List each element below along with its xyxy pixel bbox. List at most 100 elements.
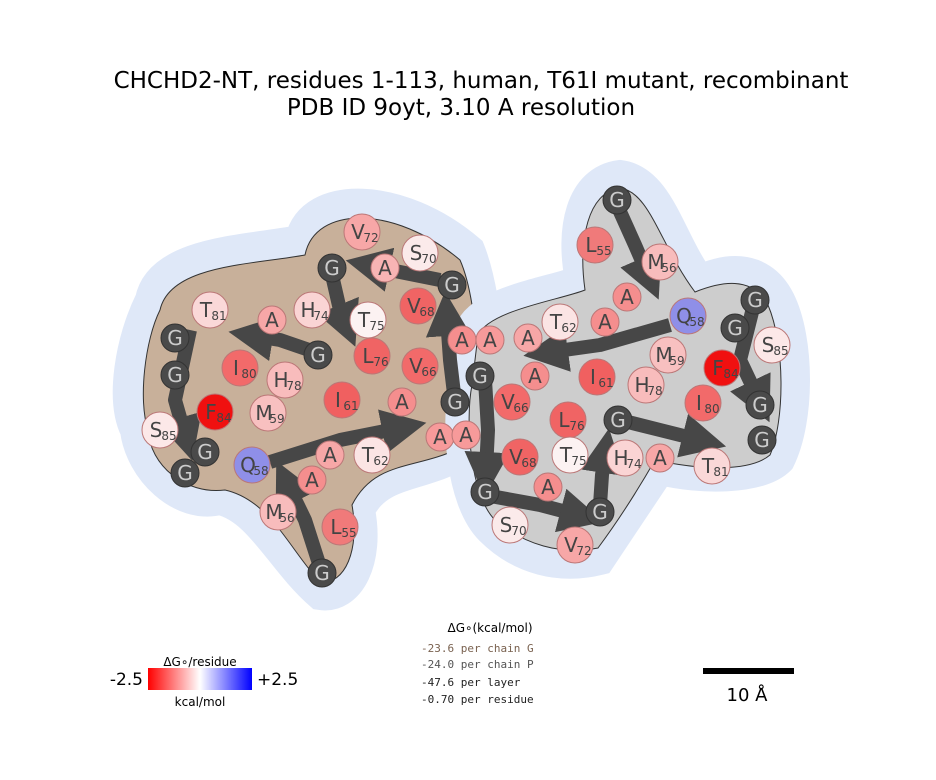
residue-letter: G xyxy=(314,561,330,585)
residue-letter: V xyxy=(501,390,515,414)
residue-letter: V xyxy=(509,445,523,469)
residue-letter: L xyxy=(558,408,570,432)
residue xyxy=(343,213,381,251)
strand xyxy=(618,413,727,458)
residue-letter: A xyxy=(598,310,612,334)
residue-letter: V xyxy=(409,354,423,378)
residue xyxy=(353,337,391,375)
residue xyxy=(606,439,644,477)
residue-letter: V xyxy=(351,220,365,244)
residue xyxy=(321,508,359,546)
residue-number: 76 xyxy=(373,355,388,369)
residue-letter: G xyxy=(444,273,460,297)
residue xyxy=(747,425,777,455)
strand xyxy=(730,298,771,423)
residue-letter: S xyxy=(762,333,775,357)
residue xyxy=(297,465,327,495)
residue-letter: A xyxy=(653,446,667,470)
residue-letter: T xyxy=(361,443,375,467)
residue xyxy=(513,323,543,353)
residue-number: 66 xyxy=(421,365,436,379)
residue-number: 68 xyxy=(521,456,536,470)
residue xyxy=(740,285,770,315)
energy-line: -0.70 per residue xyxy=(421,693,534,706)
residue-letter: H xyxy=(613,446,628,470)
residue-number: 56 xyxy=(661,261,676,275)
residue-number: 81 xyxy=(713,465,728,479)
residue-number: 80 xyxy=(241,367,256,381)
residue xyxy=(307,558,337,588)
residue-number: 58 xyxy=(689,315,704,329)
residue-letter: T xyxy=(199,298,213,322)
residue-letter: H xyxy=(273,368,288,392)
residue-letter: G xyxy=(167,326,183,350)
residue xyxy=(170,458,200,488)
residue xyxy=(257,305,287,335)
residue xyxy=(451,420,481,450)
residue xyxy=(196,393,234,431)
residue-number: 81 xyxy=(211,309,226,323)
residue xyxy=(437,270,467,300)
residue-number: 78 xyxy=(286,379,301,393)
residue-letter: G xyxy=(752,393,768,417)
residue-letter: A xyxy=(433,425,447,449)
residue xyxy=(401,347,439,385)
residue xyxy=(233,446,271,484)
residue xyxy=(612,282,642,312)
residue xyxy=(191,291,229,329)
residue-letter: L xyxy=(585,233,597,257)
residue-letter: G xyxy=(610,408,626,432)
residue-letter: T xyxy=(701,454,715,478)
residue xyxy=(641,243,679,281)
residue-letter: G xyxy=(447,390,463,414)
strand xyxy=(580,428,625,506)
energy-line: -24.0 per chain P xyxy=(421,658,534,671)
residue xyxy=(190,437,220,467)
energy-line: -23.6 per chain G xyxy=(421,642,534,655)
residue-letter: T xyxy=(549,310,563,334)
residue-letter: A xyxy=(483,328,497,352)
residue-letter: F xyxy=(712,356,724,380)
residue-number: 75 xyxy=(369,319,384,333)
residue xyxy=(703,349,741,387)
residue xyxy=(649,336,687,374)
residue-letter: A xyxy=(459,423,473,447)
residue xyxy=(317,253,347,283)
strand xyxy=(275,460,329,576)
residue-number: 74 xyxy=(313,309,328,323)
residue-letter: M xyxy=(647,250,664,274)
residue xyxy=(720,313,750,343)
residue-letter: M xyxy=(655,343,672,367)
residue-number: 58 xyxy=(253,464,268,478)
residue xyxy=(303,340,333,370)
residue-letter: T xyxy=(357,308,371,332)
strand xyxy=(483,488,604,533)
residue-letter: A xyxy=(541,475,555,499)
residue xyxy=(323,381,361,419)
residue-number: 85 xyxy=(161,429,176,443)
residue-letter: A xyxy=(528,364,542,388)
residue-letter: F xyxy=(205,400,217,424)
residue xyxy=(315,440,345,470)
residue xyxy=(576,226,614,264)
residue-letter: S xyxy=(500,513,513,537)
residue xyxy=(249,394,287,432)
residue xyxy=(627,366,665,404)
residue-letter: S xyxy=(410,241,423,265)
residue xyxy=(556,526,594,564)
residue-number: 84 xyxy=(723,367,738,381)
residue-letter: A xyxy=(323,443,337,467)
residue xyxy=(387,387,417,417)
residue xyxy=(221,349,259,387)
colorbar xyxy=(148,668,252,690)
residue-letter: A xyxy=(378,256,392,280)
residue xyxy=(753,326,791,364)
residue xyxy=(475,325,505,355)
residue-letter: A xyxy=(395,390,409,414)
residue xyxy=(353,436,391,474)
residue-letter: Q xyxy=(240,453,256,477)
energy-title: ΔG∘(kcal/mol) xyxy=(447,621,532,635)
residue-letter: I xyxy=(335,388,341,412)
strand xyxy=(317,273,359,347)
